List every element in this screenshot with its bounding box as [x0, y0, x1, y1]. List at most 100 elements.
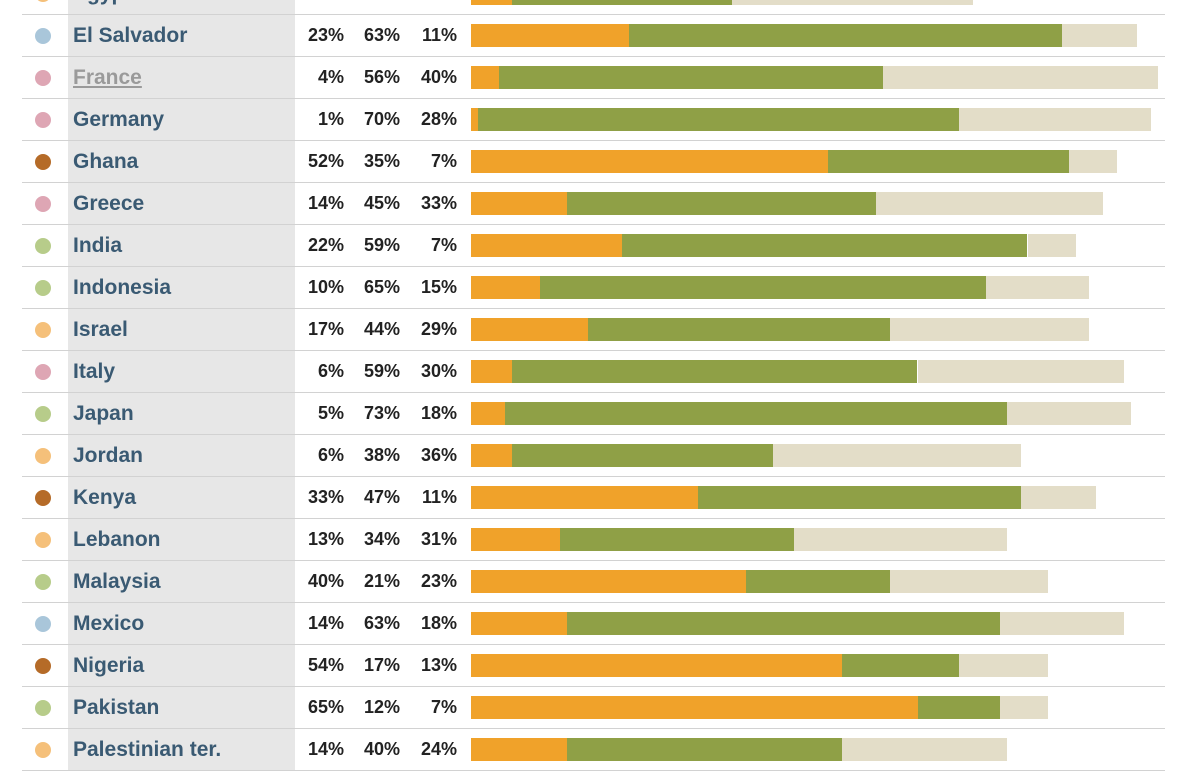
data-label: 36%	[420, 445, 457, 465]
bar-segment	[471, 528, 561, 551]
country-name: Jordan	[73, 444, 144, 467]
table-row: Ghana 52% 35% 7%	[0, 141, 1199, 183]
data-label: 54%	[307, 655, 344, 675]
country-name: Egypt	[73, 0, 131, 6]
data-label: 5%	[317, 403, 344, 423]
country-name: Lebanon	[73, 528, 161, 551]
bar-segment	[1000, 696, 1049, 719]
country-name: Ghana	[73, 150, 139, 173]
data-label: 29%	[420, 319, 457, 339]
bar-segment	[1006, 402, 1131, 425]
country-cell-bg	[68, 603, 295, 644]
bar-segment	[498, 66, 884, 89]
table-row: Malaysia 40% 21% 23%	[0, 561, 1199, 603]
data-label: 45%	[363, 193, 400, 213]
table-row: Israel 17% 44% 29%	[0, 309, 1199, 351]
data-label: 28%	[420, 109, 457, 129]
data-label: 40%	[307, 571, 344, 591]
region-dot-icon	[35, 616, 51, 632]
table-row: India 22% 59% 7%	[0, 225, 1199, 267]
bar-segment	[1068, 150, 1117, 173]
country-name: India	[73, 234, 123, 257]
data-label: 6%	[317, 445, 344, 465]
data-label: 33%	[420, 193, 457, 213]
bar-segment	[629, 24, 1062, 47]
bar-segment	[471, 66, 499, 89]
country-cell-bg	[68, 225, 295, 266]
data-label: 47%	[363, 487, 400, 507]
bar-segment	[828, 150, 1069, 173]
country-cell-bg	[68, 15, 295, 56]
bar-segment	[512, 0, 732, 5]
data-label: 18%	[420, 613, 457, 633]
bar-segment	[471, 192, 568, 215]
data-label: 13%	[420, 655, 457, 675]
data-label: 11%	[421, 487, 457, 507]
data-label: 31%	[420, 529, 457, 549]
region-dot-icon	[35, 742, 51, 758]
bar-segment	[986, 276, 1090, 299]
country-name: Germany	[73, 108, 165, 131]
data-label: 23%	[307, 25, 344, 45]
bar-segment	[1020, 486, 1097, 509]
data-label: 14%	[307, 193, 344, 213]
country-cell-bg	[68, 57, 295, 98]
region-dot-icon	[35, 364, 51, 380]
data-label: 30%	[420, 361, 457, 381]
bar-segment	[842, 654, 959, 677]
data-label: 6%	[296, 0, 344, 4]
country-cell-bg	[68, 351, 295, 392]
table-row: Germany 1% 70% 28%	[0, 99, 1199, 141]
region-dot-icon	[35, 322, 51, 338]
bar-segment	[471, 444, 513, 467]
table-row: Kenya 33% 47% 11%	[0, 477, 1199, 519]
bar-segment	[471, 654, 842, 677]
bar-segment	[471, 0, 513, 5]
bar-segment	[876, 192, 1103, 215]
data-label: 63%	[363, 613, 400, 633]
bar-segment	[471, 570, 746, 593]
country-cell-bg	[68, 393, 295, 434]
table-row: Jordan 6% 38% 36%	[0, 435, 1199, 477]
region-dot-icon	[35, 28, 51, 44]
data-label: 17%	[363, 655, 400, 675]
data-label: 15%	[420, 277, 457, 297]
region-dot-icon	[35, 490, 51, 506]
region-dot-icon	[35, 238, 51, 254]
country-cell-bg	[68, 99, 295, 140]
region-dot-icon	[35, 70, 51, 86]
country-name[interactable]: France	[73, 66, 142, 89]
country-cell-bg	[68, 645, 295, 686]
data-label: 7%	[430, 235, 457, 255]
data-label: 12%	[363, 697, 400, 717]
data-label: 38%	[363, 445, 400, 465]
bar-segment	[1027, 234, 1076, 257]
country-name: Palestinian ter.	[73, 738, 222, 761]
bar-segment	[697, 486, 1021, 509]
table-row: Lebanon 13% 34% 31%	[0, 519, 1199, 561]
data-label: 7%	[430, 151, 457, 171]
table-row: Palestinian ter. 14% 40% 24%	[0, 729, 1199, 771]
data-label: 73%	[363, 403, 400, 423]
data-label: 23%	[420, 571, 457, 591]
country-name: Nigeria	[73, 654, 145, 677]
country-name: Kenya	[73, 486, 137, 509]
data-label: 11%	[421, 25, 457, 45]
data-label: 34%	[363, 529, 400, 549]
table-row: Greece 14% 45% 33%	[0, 183, 1199, 225]
data-label: 17%	[307, 319, 344, 339]
region-dot-icon	[35, 0, 51, 2]
table-row: Japan 5% 73% 18%	[0, 393, 1199, 435]
data-label: 35%	[363, 151, 400, 171]
table-row: Pakistan 65% 12% 7%	[0, 687, 1199, 729]
data-label: 13%	[307, 529, 344, 549]
data-label: 14%	[307, 613, 344, 633]
bar-segment	[773, 444, 1021, 467]
bar-segment	[477, 108, 959, 131]
bar-segment	[917, 696, 1000, 719]
bar-segment	[917, 360, 1124, 383]
bar-segment	[745, 570, 891, 593]
data-label: 40%	[420, 67, 457, 87]
data-label: 59%	[363, 361, 400, 381]
table-row: Mexico 14% 63% 18%	[0, 603, 1199, 645]
